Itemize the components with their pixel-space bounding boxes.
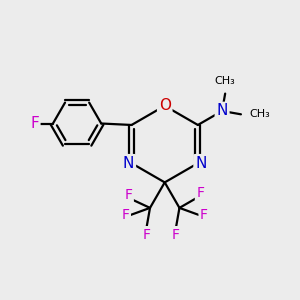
Text: N: N [195, 156, 206, 171]
Text: N: N [123, 156, 134, 171]
Text: F: F [121, 208, 129, 222]
Text: CH₃: CH₃ [215, 76, 236, 86]
Text: F: F [172, 228, 180, 242]
Text: F: F [200, 208, 208, 222]
Text: N: N [216, 103, 228, 118]
Text: O: O [159, 98, 171, 113]
Text: F: F [196, 186, 204, 200]
Text: F: F [30, 116, 39, 131]
Text: F: F [124, 188, 132, 202]
Text: F: F [142, 228, 150, 242]
Text: CH₃: CH₃ [249, 109, 270, 119]
